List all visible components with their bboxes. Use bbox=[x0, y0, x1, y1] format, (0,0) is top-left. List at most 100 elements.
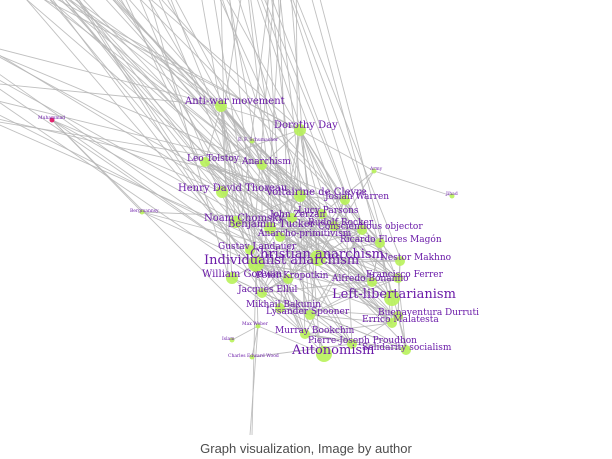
graph-edge bbox=[379, 242, 393, 299]
graph-edge bbox=[78, 0, 202, 163]
node-label-right-node-1: Army bbox=[369, 166, 383, 172]
graph-edge bbox=[261, 213, 323, 294]
node-lysander-spooner bbox=[305, 310, 315, 320]
graph-edge bbox=[291, 0, 321, 355]
graph-edge bbox=[299, 129, 319, 259]
graph-edge bbox=[0, 102, 353, 345]
graph-edge bbox=[344, 199, 353, 345]
node-label-buenaventura-durruti: Buenaventura Durruti bbox=[378, 308, 479, 318]
graph-edge bbox=[292, 0, 397, 279]
graph-edge bbox=[317, 170, 375, 259]
node-henry-david-thoreau bbox=[216, 186, 228, 198]
graph-edge bbox=[261, 164, 325, 355]
graph-edge bbox=[255, 263, 393, 299]
graph-edge bbox=[319, 0, 385, 244]
node-label-nestor-makhno: Nestor Makhno bbox=[380, 253, 451, 263]
node-dorothy-day bbox=[294, 124, 306, 136]
graph-edge bbox=[321, 213, 363, 231]
node-label-john-zerzan: John Zerzan bbox=[269, 210, 325, 220]
node-josiah-warren bbox=[340, 195, 350, 205]
graph-edge bbox=[235, 221, 335, 227]
graph-edge bbox=[371, 242, 381, 283]
node-label-pierre-joseph-proudhon: Pierre-Joseph Proudhon bbox=[308, 336, 417, 346]
graph-edge bbox=[248, 0, 276, 238]
graph-edge bbox=[304, 333, 353, 345]
graph-edge bbox=[299, 195, 306, 335]
node-label-anti-war-movement: Anti-war movement bbox=[184, 96, 285, 107]
node-left-node bbox=[139, 209, 145, 215]
graph-edge bbox=[309, 229, 363, 316]
node-conscientious-objector bbox=[357, 225, 367, 235]
node-rudolf-rocker bbox=[329, 221, 339, 231]
graph-edge bbox=[221, 191, 399, 279]
graph-edge bbox=[204, 161, 251, 251]
graph-edge bbox=[220, 105, 257, 265]
graph-edge bbox=[333, 225, 399, 279]
graph-edge bbox=[141, 211, 257, 265]
graph-edge bbox=[44, 0, 301, 131]
graph-edge bbox=[0, 101, 263, 166]
node-benjamin-tucker bbox=[264, 222, 276, 234]
graph-edge bbox=[141, 211, 293, 219]
graph-edge bbox=[321, 170, 375, 215]
graph-edge bbox=[76, 0, 263, 294]
node-label-errico-malatesta: Errico Malatesta bbox=[362, 315, 439, 325]
node-mikhail-bakunin bbox=[275, 303, 285, 313]
graph-edge bbox=[296, 0, 402, 262]
graph-edge bbox=[291, 217, 373, 283]
node-ricardo-flores-magon bbox=[375, 238, 385, 248]
graph-edge bbox=[0, 88, 257, 265]
node-label-top-small-node: E. F. Schumacher bbox=[238, 137, 279, 143]
graph-edge bbox=[83, 0, 388, 324]
node-label-anarchism: Anarchism bbox=[241, 157, 291, 167]
node-label-alfredo-bonanno: Alfredo Bonanno bbox=[331, 274, 409, 284]
node-label-rudolf-rocker: Rudolf Rocker bbox=[308, 218, 374, 228]
node-gustav-landauer bbox=[245, 245, 255, 255]
graph-edge bbox=[204, 105, 222, 163]
graph-edge bbox=[290, 0, 365, 231]
graph-edge bbox=[379, 242, 393, 324]
graph-edge bbox=[299, 129, 375, 172]
node-label-bottom-node-2: Charles Edward Wood bbox=[228, 353, 279, 359]
node-layer bbox=[49, 100, 455, 362]
graph-edge bbox=[299, 129, 363, 231]
graph-edge bbox=[0, 48, 222, 107]
graph-edge bbox=[299, 195, 311, 316]
graph-edge bbox=[279, 277, 399, 309]
node-noam-chomsky bbox=[230, 216, 242, 228]
node-label-left-node: Bergmannsy bbox=[130, 208, 159, 214]
graph-edge bbox=[167, 0, 353, 345]
node-max-weber bbox=[255, 323, 261, 329]
node-alfredo-bonanno bbox=[367, 277, 377, 287]
node-bottom-node-2 bbox=[249, 354, 255, 360]
graph-edge bbox=[321, 213, 381, 244]
node-peter-kropotkin bbox=[283, 274, 293, 284]
node-label-josiah-warren: Josiah Warren bbox=[324, 192, 389, 202]
graph-edge bbox=[61, 0, 273, 229]
graph-edge bbox=[251, 343, 353, 358]
node-label-bottom-node-1: Islam bbox=[222, 336, 235, 342]
node-right-node-2 bbox=[449, 193, 455, 199]
node-john-zerzan bbox=[287, 213, 297, 223]
graph-edge bbox=[223, 0, 242, 107]
node-jacques-ellul bbox=[257, 288, 267, 298]
node-nestor-makhno bbox=[395, 256, 405, 266]
graph-edge bbox=[261, 217, 293, 294]
node-individualist-anarchism bbox=[248, 256, 264, 272]
node-top-small-node bbox=[249, 138, 255, 144]
graph-edge bbox=[69, 0, 411, 351]
node-william-godwin bbox=[226, 272, 238, 284]
node-label-anarcho-primitivism: Anarcho-primitivism bbox=[257, 229, 352, 239]
graph-edge bbox=[255, 263, 407, 351]
node-label-conscientious-objector: Conscientious objector bbox=[318, 222, 423, 232]
edge-layer bbox=[0, 0, 453, 435]
graph-edge bbox=[26, 0, 255, 265]
graph-edge bbox=[231, 325, 259, 341]
graph-visualization: Anti-war movement Dorothy Day Leo Tolstoy A… bbox=[0, 0, 479, 435]
graph-edge bbox=[204, 161, 323, 215]
node-buenaventura-durruti bbox=[393, 311, 403, 321]
graph-edge bbox=[397, 315, 407, 351]
graph-edge bbox=[317, 257, 393, 324]
node-bottom-node-1 bbox=[229, 337, 235, 343]
